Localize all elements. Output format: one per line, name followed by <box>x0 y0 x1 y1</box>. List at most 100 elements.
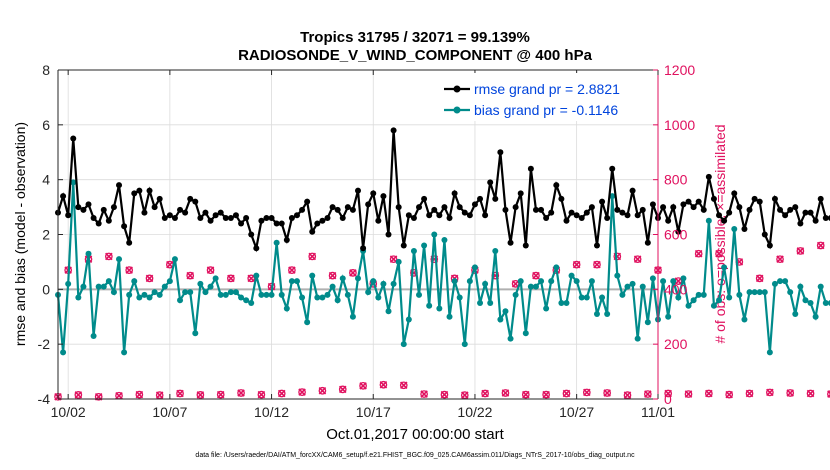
bias-point <box>95 283 102 290</box>
obs-assimilated-point <box>501 389 510 397</box>
bias-point <box>588 278 595 285</box>
obs-possible-point <box>328 271 337 280</box>
rmse-point <box>187 195 194 202</box>
rmse-point <box>563 217 570 224</box>
obs-possible-point <box>440 390 449 399</box>
rmse-point <box>477 195 484 202</box>
bias-point <box>639 283 646 290</box>
bias-point <box>812 313 819 320</box>
obs-assimilated-point <box>674 277 683 285</box>
rmse-point <box>792 204 799 211</box>
bias-point <box>777 278 784 285</box>
bias-point <box>817 283 824 290</box>
rmse-point <box>238 220 245 227</box>
legend-bias-swatch-marker <box>453 106 461 114</box>
rmse-point <box>634 212 641 219</box>
x-tick-label: 11/01 <box>641 404 675 420</box>
bias-point <box>614 272 621 279</box>
obs-assimilated-point <box>481 389 489 398</box>
bias-point <box>365 289 372 296</box>
obs-possible-point <box>806 389 815 398</box>
bias-point <box>563 300 570 307</box>
rmse-point <box>665 217 672 224</box>
rmse-point <box>685 198 692 205</box>
obs-possible-point <box>135 390 144 399</box>
bias-point <box>385 308 392 315</box>
bias-point <box>522 330 529 337</box>
rmse-point <box>421 195 428 202</box>
rmse-point <box>822 215 829 222</box>
obs-possible-point <box>216 390 225 399</box>
bias-point <box>456 294 463 301</box>
bias-point <box>268 291 275 298</box>
rmse-point <box>649 201 656 208</box>
bias-point <box>787 289 794 296</box>
obs-assimilated-point <box>399 381 408 390</box>
rmse-point <box>553 182 560 189</box>
rmse-point <box>395 204 402 211</box>
bias-point <box>60 349 67 356</box>
rmse-point <box>558 195 565 202</box>
rmse-point <box>817 195 824 202</box>
rmse-point <box>446 215 453 222</box>
obs-assimilated-point <box>694 249 703 258</box>
bias-point <box>578 294 585 301</box>
obs-assimilated-point <box>176 389 184 398</box>
x-axis-label: Oct.01,2017 00:00:00 start <box>326 426 504 443</box>
obs-possible-point <box>776 255 784 264</box>
bias-point <box>263 291 270 298</box>
bias-point <box>466 278 473 285</box>
bias-point <box>731 226 738 233</box>
bias-point <box>446 313 453 320</box>
rmse-point <box>527 165 534 172</box>
obs-assimilated-point <box>796 247 805 255</box>
rmse-point <box>314 220 321 227</box>
obs-possible-point <box>816 241 825 250</box>
rmse-point <box>761 231 768 238</box>
bias-point <box>507 335 514 342</box>
rmse-point <box>456 204 463 211</box>
bias-point <box>370 278 377 285</box>
bias-point <box>334 297 341 304</box>
bias-point <box>304 319 311 326</box>
obs-assimilated-point <box>115 391 123 400</box>
obs-assimilated-point <box>186 271 194 280</box>
obs-possible-point <box>694 249 703 258</box>
obs-assimilated-point <box>786 389 794 397</box>
rmse-point <box>624 212 631 219</box>
rmse-point <box>110 204 117 211</box>
obs-assimilated-point <box>420 390 428 398</box>
obs-possible-point <box>603 389 612 397</box>
bias-point <box>771 280 778 287</box>
rmse-line <box>56 130 830 253</box>
obs-assimilated-point <box>105 252 113 261</box>
rmse-point <box>782 212 789 219</box>
obs-assimilated-point <box>328 271 337 280</box>
bias-point <box>126 291 133 298</box>
rmse-point <box>426 212 433 219</box>
rmse-point <box>726 209 733 216</box>
rmse-point <box>263 215 270 222</box>
obs-assimilated-point <box>440 390 449 399</box>
obs-assimilated-point <box>522 390 530 399</box>
rmse-point <box>416 204 423 211</box>
y-tick-label-right: 1000 <box>664 117 695 133</box>
rmse-point <box>568 209 575 216</box>
obs-possible-point <box>125 266 134 274</box>
obs-assimilated-point <box>705 389 713 398</box>
rmse-point <box>385 231 392 238</box>
rmse-point <box>721 217 728 224</box>
rmse-point <box>80 206 87 213</box>
y-tick-label-left: 2 <box>42 227 50 243</box>
y-tick-label-right: 800 <box>664 172 688 188</box>
rmse-point <box>258 217 265 224</box>
rmse-point <box>390 127 397 134</box>
bias-point <box>243 297 250 304</box>
bias-point <box>299 294 306 301</box>
obs-possible-point <box>481 389 489 398</box>
rmse-point <box>319 217 326 224</box>
bias-point <box>416 291 423 298</box>
rmse-point <box>644 239 651 246</box>
rmse-point <box>253 245 260 252</box>
rmse-point <box>182 209 189 216</box>
